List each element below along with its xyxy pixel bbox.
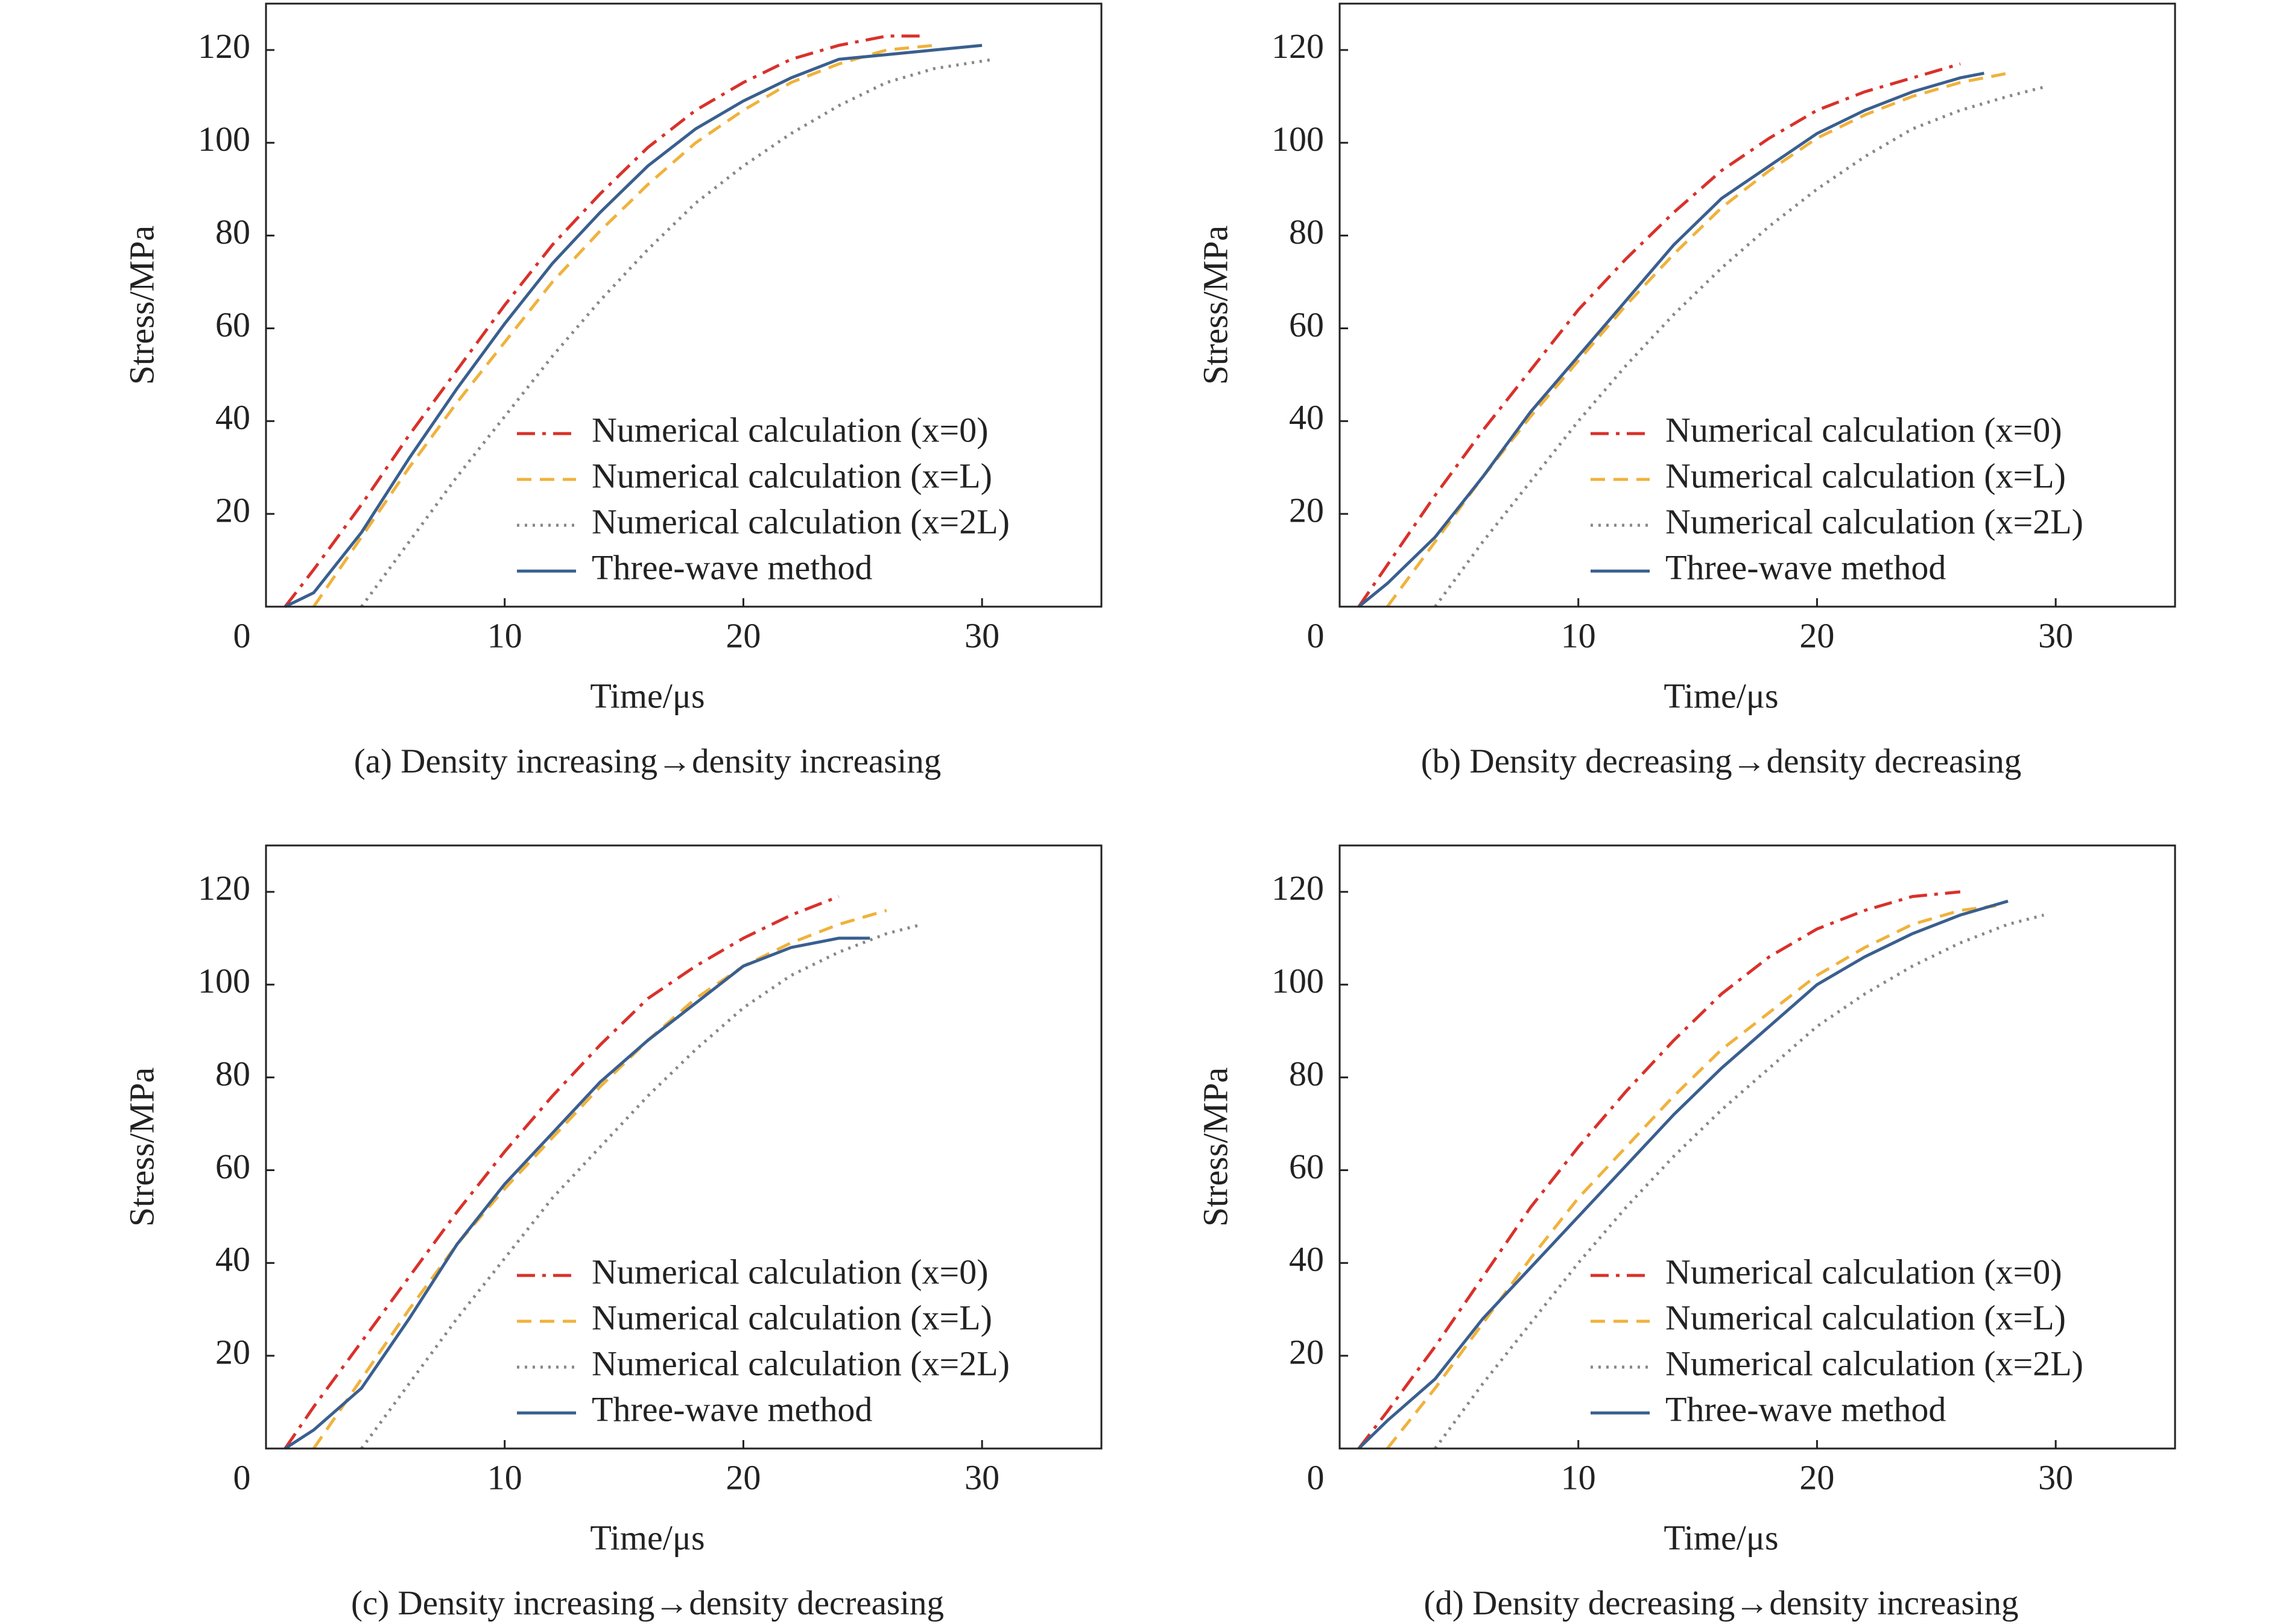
y-tick-label: 60 — [1289, 1147, 1324, 1186]
x-tick-label: 0 — [233, 616, 251, 655]
data-line — [1357, 890, 1961, 1450]
caption: (b) Density decreasing→density decreasin… — [1421, 742, 2022, 780]
data-line — [360, 923, 923, 1450]
y-tick-label: 100 — [198, 961, 250, 1000]
data-line — [312, 909, 887, 1450]
y-tick-label: 40 — [1289, 1240, 1324, 1279]
x-axis-label: Time/μs — [1664, 1518, 1778, 1557]
x-tick-label: 10 — [1561, 1458, 1596, 1497]
x-tick-label: 30 — [964, 616, 999, 655]
plot-frame — [265, 2, 1103, 608]
plot-frame — [1338, 2, 2176, 608]
plot-frame — [1338, 844, 2176, 1450]
y-axis-label: Stress/MPa — [1195, 1067, 1235, 1227]
y-tick-label: 60 — [215, 1147, 250, 1186]
data-line — [284, 43, 983, 608]
legend-label: Numerical calculation (x=L) — [592, 1298, 992, 1337]
caption: (c) Density increasing→density decreasin… — [351, 1584, 944, 1622]
y-tick-label: 100 — [1271, 961, 1324, 1000]
data-line — [1358, 71, 1984, 608]
caption: (a) Density increasing→density increasin… — [354, 742, 941, 780]
y-tick-label: 20 — [215, 490, 250, 529]
x-tick-label: 20 — [726, 1458, 761, 1497]
y-tick-label: 20 — [1289, 1332, 1324, 1371]
y-tick-label: 80 — [215, 212, 250, 251]
x-axis-label: Time/μs — [590, 1518, 705, 1557]
y-tick-label: 60 — [215, 305, 250, 344]
data-line — [312, 43, 935, 608]
x-tick-label: 0 — [1307, 1458, 1325, 1497]
plot-frame — [265, 844, 1103, 1450]
y-tick-label: 120 — [1271, 868, 1324, 908]
data-line — [283, 34, 923, 608]
y-tick-label: 40 — [215, 398, 250, 437]
y-tick-label: 80 — [1289, 212, 1324, 251]
x-tick-label: 0 — [233, 1458, 251, 1497]
legend-label: Three-wave method — [1665, 1389, 1946, 1429]
data-line — [283, 895, 840, 1450]
x-tick-label: 0 — [1307, 616, 1325, 655]
legend-label: Numerical calculation (x=2L) — [1665, 1344, 2083, 1383]
legend-label: Numerical calculation (x=L) — [1665, 1298, 2066, 1337]
panel: 20 40 60 80 100 120 0 10 20 30 Time/μs Stress/MPa (d… — [1195, 844, 2176, 1622]
x-axis-label: Time/μs — [1664, 676, 1778, 715]
data-line — [284, 937, 870, 1450]
y-tick-label: 20 — [215, 1332, 250, 1371]
x-tick-label: 30 — [2038, 616, 2073, 655]
x-tick-label: 10 — [487, 1458, 522, 1497]
y-axis-label: Stress/MPa — [122, 1067, 161, 1227]
y-tick-label: 80 — [215, 1054, 250, 1093]
y-axis-label: Stress/MPa — [1195, 226, 1235, 385]
y-tick-label: 100 — [198, 119, 250, 159]
legend-label: Numerical calculation (x=0) — [1665, 1252, 2062, 1291]
legend-label: Three-wave method — [1665, 548, 1946, 587]
y-tick-label: 40 — [1289, 398, 1324, 437]
legend-label: Numerical calculation (x=2L) — [592, 502, 1010, 541]
y-tick-label: 120 — [198, 27, 250, 66]
caption: (d) Density decreasing→density increasin… — [1423, 1584, 2018, 1622]
y-tick-label: 100 — [1271, 119, 1324, 159]
legend-label: Numerical calculation (x=0) — [592, 410, 989, 449]
x-tick-label: 10 — [487, 616, 522, 655]
legend-label: Numerical calculation (x=0) — [1665, 410, 2062, 449]
x-axis-label: Time/μs — [590, 676, 705, 715]
y-tick-label: 40 — [215, 1240, 250, 1279]
legend-label: Numerical calculation (x=2L) — [592, 1344, 1010, 1383]
x-tick-label: 20 — [1799, 1458, 1834, 1497]
x-tick-label: 30 — [2038, 1458, 2073, 1497]
data-line — [1357, 62, 1961, 608]
x-tick-label: 10 — [1561, 616, 1596, 655]
data-line — [1386, 904, 1997, 1450]
panel: 20 40 60 80 100 120 0 10 20 30 Time/μs Stress/MPa (c… — [122, 844, 1103, 1622]
x-tick-label: 30 — [964, 1458, 999, 1497]
data-line — [1357, 899, 2009, 1450]
y-axis-label: Stress/MPa — [122, 226, 161, 385]
legend-label: Numerical calculation (x=L) — [1665, 456, 2066, 495]
legend-label: Numerical calculation (x=0) — [592, 1252, 989, 1291]
y-tick-label: 60 — [1289, 305, 1324, 344]
legend-label: Numerical calculation (x=2L) — [1665, 502, 2083, 541]
data-line — [360, 57, 995, 608]
legend-label: Three-wave method — [592, 1389, 872, 1429]
y-tick-label: 120 — [1271, 27, 1324, 66]
x-tick-label: 20 — [1799, 616, 1834, 655]
y-tick-label: 80 — [1289, 1054, 1324, 1093]
legend-label: Numerical calculation (x=L) — [592, 456, 992, 495]
panel: 20 40 60 80 100 120 0 10 20 30 Time/μs Stress/MPa (b… — [1195, 2, 2176, 780]
legend-label: Three-wave method — [592, 548, 872, 587]
x-tick-label: 20 — [726, 616, 761, 655]
y-tick-label: 120 — [198, 868, 250, 908]
y-tick-label: 20 — [1289, 490, 1324, 529]
panel: 20 40 60 80 100 120 0 10 20 30 Time/μs Stress/MPa (a… — [122, 2, 1103, 780]
